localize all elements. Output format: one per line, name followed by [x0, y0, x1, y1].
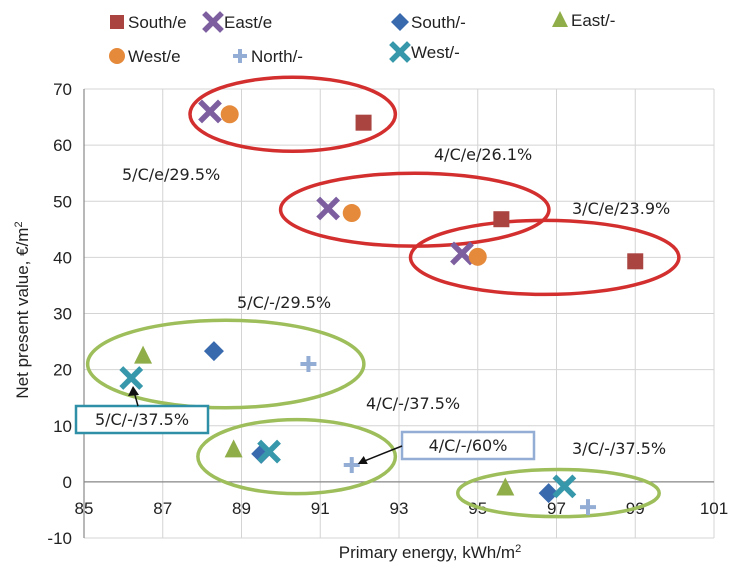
- x-tick-label: 97: [547, 499, 566, 518]
- point-west-e: [342, 204, 361, 223]
- data-points: [119, 99, 644, 516]
- y-axis-title: Net present value, €/m2: [13, 221, 32, 398]
- y-tick-label: -10: [47, 529, 72, 548]
- point-north: [580, 499, 596, 516]
- cluster-ellipse: [408, 218, 681, 297]
- annotation-label: 3/C/e/23.9%: [572, 199, 670, 218]
- legend-marker: [552, 11, 568, 27]
- x-tick-label: 93: [390, 499, 409, 518]
- annotation-label: 3/C/-/37.5%: [572, 439, 666, 458]
- annotations: 5/C/e/29.5% 4/C/e/26.1% 3/C/e/23.9% 5/C/-/2…: [74, 145, 670, 465]
- callout-label: 4/C/-/60%: [429, 436, 508, 455]
- legend-item-south: South/-: [391, 13, 466, 32]
- y-tick-label: 30: [53, 305, 72, 324]
- point-east: [134, 345, 153, 364]
- x-tick-label: 101: [700, 499, 728, 518]
- x-axis-title: Primary energy, kWh/m2: [339, 543, 521, 562]
- x-tick-label: 87: [153, 499, 172, 518]
- point-south-e: [627, 253, 644, 270]
- cluster-ellipse: [85, 318, 366, 410]
- grid-lines: [83, 88, 715, 539]
- y-tick-label: 60: [53, 136, 72, 155]
- legend-item-east: East/-: [552, 11, 615, 30]
- point-east-e: [316, 196, 341, 221]
- y-tick-label: 0: [63, 473, 72, 492]
- point-west: [119, 366, 144, 390]
- point-north: [343, 457, 360, 474]
- point-east: [496, 477, 515, 496]
- callout-4-c-60: 4/C/-/60%: [357, 430, 536, 465]
- legend: South/e East/e South/- East/- West/e North/- W…: [109, 11, 615, 66]
- y-tick-label: 70: [53, 80, 72, 99]
- point-east: [224, 439, 243, 458]
- cluster-ellipse: [456, 467, 661, 519]
- y-tick-label: 20: [53, 361, 72, 380]
- legend-label: East/e: [224, 13, 272, 32]
- legend-marker: [110, 15, 124, 29]
- x-tick-label: 89: [232, 499, 251, 518]
- legend-item-east-e: East/e: [202, 11, 272, 33]
- cluster-ellipse: [196, 417, 398, 496]
- point-south-e: [493, 211, 510, 228]
- legend-label: West/-: [411, 43, 460, 62]
- x-tick-label: 91: [311, 499, 330, 518]
- x-tick-label: 85: [75, 499, 94, 518]
- legend-item-north: North/-: [233, 47, 303, 66]
- legend-label: South/-: [411, 13, 466, 32]
- y-tick-label: 40: [53, 248, 72, 267]
- legend-marker: [389, 41, 411, 63]
- point-south: [538, 483, 559, 504]
- point-north: [300, 356, 317, 373]
- legend-marker: [109, 48, 125, 64]
- axes: [83, 89, 714, 538]
- point-east-e: [198, 99, 222, 124]
- legend-item-south-e: South/e: [110, 13, 187, 32]
- annotation-label: 5/C/e/29.5%: [122, 165, 220, 184]
- cluster-ellipse: [278, 171, 551, 248]
- cluster-ellipse: [188, 75, 398, 154]
- annotation-label: 5/C/-/29.5%: [237, 293, 331, 312]
- cluster-ellipses: [85, 75, 681, 519]
- point-west-e: [220, 105, 239, 124]
- callout-5-c-37-5: 5/C/-/37.5%: [74, 386, 210, 435]
- legend-label: North/-: [251, 47, 303, 66]
- point-west: [257, 439, 281, 464]
- point-south: [203, 341, 224, 362]
- y-tick-label: 10: [53, 417, 72, 436]
- legend-marker: [202, 11, 224, 33]
- point-west: [552, 474, 577, 499]
- legend-item-west-e: West/e: [109, 47, 181, 66]
- point-south-e: [355, 114, 372, 131]
- legend-item-west: West/-: [389, 41, 460, 63]
- y-tick-label: 50: [53, 192, 72, 211]
- annotation-label: 4/C/e/26.1%: [434, 145, 532, 164]
- legend-label: West/e: [128, 47, 181, 66]
- legend-marker: [233, 49, 247, 63]
- legend-marker: [391, 13, 409, 31]
- callout-label: 5/C/-/37.5%: [95, 410, 189, 429]
- point-east-e: [450, 241, 474, 266]
- point-west-e: [468, 247, 487, 266]
- legend-label: South/e: [128, 13, 187, 32]
- annotation-label: 4/C/-/37.5%: [366, 394, 460, 413]
- legend-label: East/-: [571, 11, 615, 30]
